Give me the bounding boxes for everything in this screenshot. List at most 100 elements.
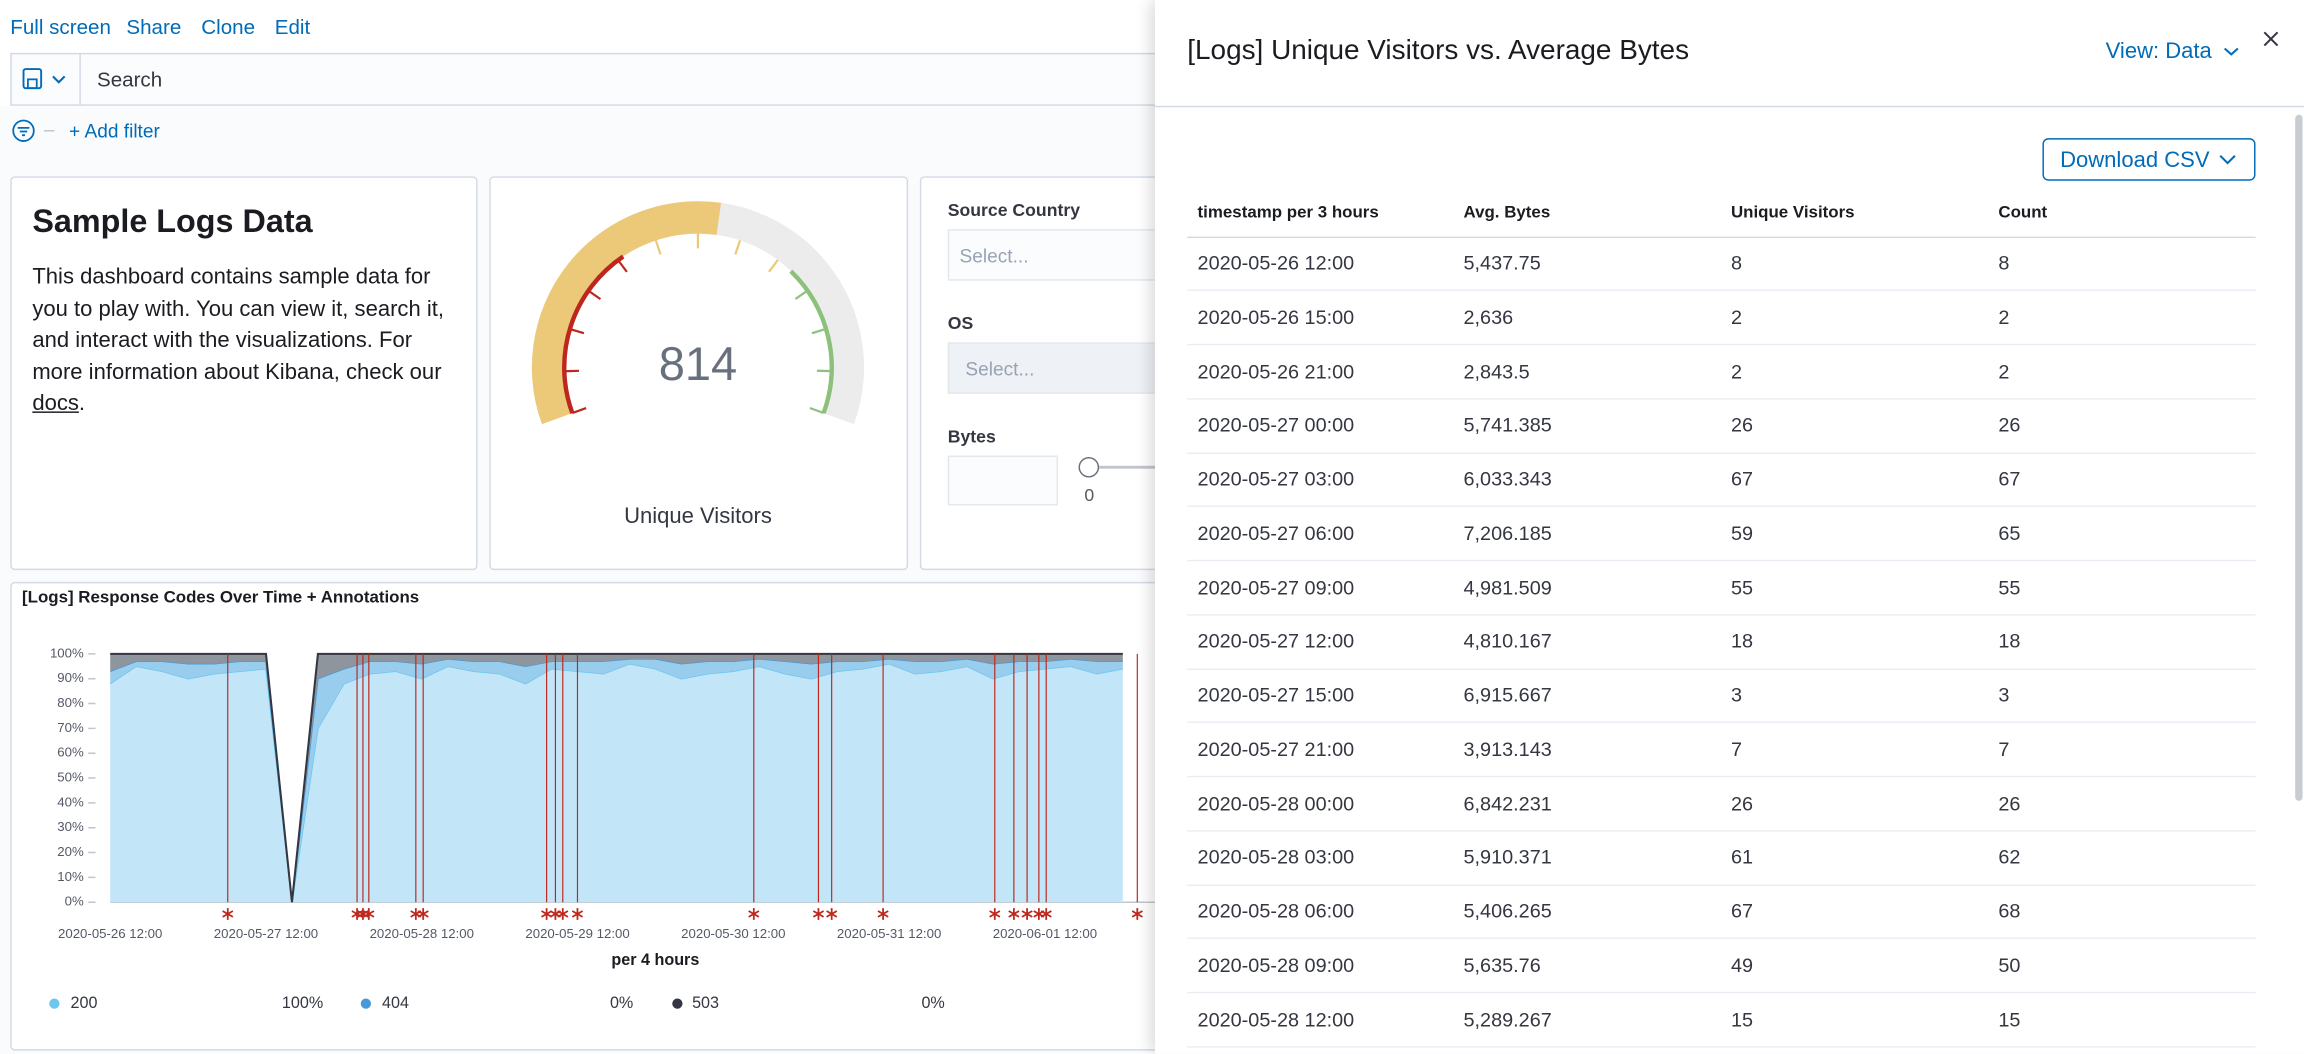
docs-link[interactable]: docs bbox=[32, 391, 79, 416]
x-tick-label: 2020-05-31 12:00 bbox=[837, 926, 941, 941]
annotation-marker bbox=[990, 908, 1000, 920]
column-header[interactable]: Avg. Bytes bbox=[1464, 204, 1551, 222]
y-tick-label: 60% bbox=[57, 745, 84, 760]
table-cell: 4,810.167 bbox=[1464, 630, 1552, 652]
select-placeholder: Select... bbox=[965, 358, 1034, 380]
table-cell: 2020-05-28 06:00 bbox=[1198, 900, 1355, 922]
scrollbar bbox=[2295, 115, 2302, 801]
table-cell: 50 bbox=[1998, 954, 2020, 976]
column-header[interactable]: Count bbox=[1998, 204, 2047, 222]
annotation-marker bbox=[1041, 908, 1051, 920]
annotation-marker bbox=[1022, 908, 1032, 920]
y-tick-label: 70% bbox=[57, 720, 84, 735]
control-label: OS bbox=[948, 313, 973, 334]
table-cell: 67 bbox=[1731, 468, 1753, 490]
table-cell: 65 bbox=[1998, 522, 2020, 544]
chevron bbox=[2225, 48, 2238, 54]
y-tick-label: 0% bbox=[65, 894, 84, 909]
body-text: . bbox=[79, 391, 85, 416]
table-cell: 18 bbox=[1998, 630, 2020, 652]
table-cell: 5,406.265 bbox=[1464, 900, 1552, 922]
nav-link[interactable]: Clone bbox=[201, 15, 255, 39]
table-cell: 55 bbox=[1731, 576, 1753, 598]
row-rule bbox=[1187, 452, 2255, 453]
legend-label: 503 bbox=[692, 994, 719, 1012]
annotation-marker bbox=[364, 908, 374, 920]
y-tick-label: 10% bbox=[57, 869, 84, 884]
view-selector[interactable]: View: Data bbox=[2106, 39, 2212, 64]
y-tick-label: 100% bbox=[50, 645, 84, 660]
table-cell: 6,915.667 bbox=[1464, 684, 1552, 706]
table-cell: 5,289.267 bbox=[1464, 1008, 1552, 1030]
nav-link[interactable]: Share bbox=[126, 15, 181, 39]
control-label: Source Country bbox=[948, 200, 1080, 221]
table-cell: 2020-05-28 09:00 bbox=[1198, 954, 1355, 976]
filter-icon bbox=[12, 119, 71, 143]
icon bbox=[53, 76, 65, 82]
table-cell: 6,033.343 bbox=[1464, 468, 1552, 490]
control-label: Bytes bbox=[948, 426, 996, 447]
gauge-tick bbox=[795, 291, 807, 299]
row-rule bbox=[1187, 938, 2255, 939]
annotation-marker bbox=[411, 908, 421, 920]
markdown-body: This dashboard contains sample data for … bbox=[32, 262, 461, 421]
annotation-marker bbox=[1132, 908, 1142, 920]
row-rule bbox=[1187, 668, 2255, 669]
select-placeholder: Select... bbox=[960, 245, 1029, 267]
annotation-marker bbox=[558, 908, 568, 920]
add-filter-link[interactable]: + Add filter bbox=[69, 120, 160, 142]
download-csv-button[interactable]: Download CSV bbox=[2042, 138, 2255, 181]
table-cell: 55 bbox=[1998, 576, 2020, 598]
gauge-tick bbox=[588, 291, 600, 299]
column-header[interactable]: timestamp per 3 hours bbox=[1198, 204, 1379, 222]
chart-title: [Logs] Response Codes Over Time + Annota… bbox=[22, 588, 419, 607]
table-cell: 15 bbox=[1731, 1008, 1753, 1030]
table-cell: 26 bbox=[1998, 792, 2020, 814]
area-200 bbox=[110, 664, 1123, 902]
legend-value: 0% bbox=[610, 994, 633, 1012]
table-cell: 3 bbox=[1998, 684, 2009, 706]
y-tick-label: 20% bbox=[57, 844, 84, 859]
table-cell: 67 bbox=[1998, 468, 2020, 490]
icon bbox=[28, 79, 37, 88]
y-tick-label: 90% bbox=[57, 670, 84, 685]
save-icon bbox=[22, 68, 69, 92]
gauge-tick bbox=[735, 240, 740, 254]
button-label: Download CSV bbox=[2060, 147, 2209, 172]
column-header[interactable]: Unique Visitors bbox=[1731, 204, 1855, 222]
table-cell: 5,635.76 bbox=[1464, 954, 1541, 976]
row-rule bbox=[1187, 992, 2255, 993]
legend-dot bbox=[49, 998, 59, 1008]
y-tick-label: 50% bbox=[57, 770, 84, 785]
flyout-icons bbox=[2219, 29, 2292, 73]
nav-link[interactable]: Full screen bbox=[10, 15, 111, 39]
table-cell: 26 bbox=[1998, 414, 2020, 436]
annotation-marker bbox=[223, 908, 233, 920]
annotation-marker bbox=[418, 908, 428, 920]
table-cell: 5,741.385 bbox=[1464, 414, 1552, 436]
annotation-marker bbox=[352, 908, 362, 920]
table-cell: 61 bbox=[1731, 846, 1753, 868]
nav-link[interactable]: Edit bbox=[275, 15, 310, 39]
table-cell: 15 bbox=[1998, 1008, 2020, 1030]
row-rule bbox=[1187, 398, 2255, 399]
table-cell: 2020-05-27 15:00 bbox=[1198, 684, 1355, 706]
x-tick-label: 2020-05-30 12:00 bbox=[681, 926, 785, 941]
annotation-marker bbox=[749, 908, 759, 920]
search-box[interactable] bbox=[10, 53, 1186, 106]
flyout: [Logs] Unique Visitors vs. Average Bytes… bbox=[1155, 0, 2304, 1054]
table-cell: 18 bbox=[1731, 630, 1753, 652]
slider-handle[interactable] bbox=[1079, 457, 1100, 478]
gauge-value: 814 bbox=[659, 337, 737, 390]
table-cell: 5,910.371 bbox=[1464, 846, 1552, 868]
table-cell: 67 bbox=[1731, 900, 1753, 922]
y-tick-label: 30% bbox=[57, 819, 84, 834]
area-chart: [Logs] Response Codes Over Time + Annota… bbox=[10, 582, 1155, 1051]
panel-title: Sample Logs Data bbox=[32, 203, 312, 241]
header-divider bbox=[1155, 106, 2304, 107]
search-placeholder: Search bbox=[97, 68, 162, 92]
gauge-tick bbox=[572, 408, 586, 413]
row-rule bbox=[1187, 506, 2255, 507]
bytes-input[interactable] bbox=[948, 456, 1058, 506]
